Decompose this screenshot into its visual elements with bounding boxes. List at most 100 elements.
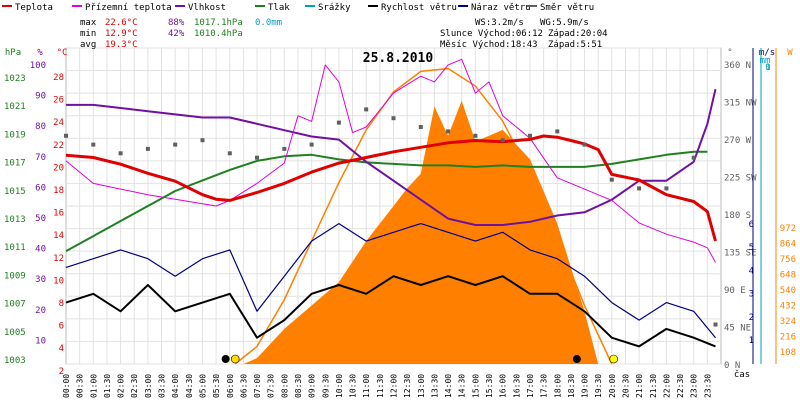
direction-point xyxy=(500,138,505,143)
legend-item: Tlak xyxy=(268,3,290,13)
astro-markers xyxy=(221,354,619,364)
solar-tick: 432 xyxy=(780,302,796,312)
axes: hPa% °C ° m/smmWčas102310211019101710151013… xyxy=(4,48,796,380)
x-tick-label: 14:00 xyxy=(444,374,453,398)
x-tick-label: 17:30 xyxy=(540,374,549,398)
moonrise-marker xyxy=(572,355,581,363)
direction-point xyxy=(282,146,287,151)
x-tick-label: 01:00 xyxy=(89,374,98,398)
wind-tick: 1 xyxy=(749,336,754,346)
direction-point xyxy=(609,177,614,182)
series-wind-gust-line xyxy=(65,223,716,339)
legend-item: Rychlost větru xyxy=(381,3,457,13)
solar-tick: 972 xyxy=(780,224,796,234)
legend-item: Přízemní teplota xyxy=(85,3,172,13)
legend-item: Teplota xyxy=(15,3,53,13)
pressure-tick: 1007 xyxy=(4,300,26,310)
solar-tick: 108 xyxy=(780,348,796,358)
temperature-tick: 12 xyxy=(53,254,64,264)
x-tick-label: 12:00 xyxy=(390,374,399,398)
direction-point xyxy=(173,142,178,147)
x-tick-label: 16:30 xyxy=(512,374,521,398)
wind-tick: 3 xyxy=(749,290,754,300)
humidity-tick: 50 xyxy=(35,214,46,224)
direction-point xyxy=(446,129,451,134)
x-tick-label: 08:30 xyxy=(294,374,303,398)
x-tick-label: 23:30 xyxy=(703,374,712,398)
direction-tick: 0 N xyxy=(724,361,740,371)
temperature-tick: 8 xyxy=(59,299,64,309)
humidity-tick: 80 xyxy=(35,122,46,132)
direction-point xyxy=(582,142,587,147)
wind-tick: 6 xyxy=(749,220,754,230)
pressure-tick: 1023 xyxy=(4,74,26,84)
x-tick-label: 14:30 xyxy=(458,374,467,398)
x-tick-label: 02:30 xyxy=(130,374,139,398)
x-tick-label: 00:30 xyxy=(76,374,85,398)
x-tick-label: 15:30 xyxy=(485,374,494,398)
x-tick-label: 13:00 xyxy=(417,374,426,398)
direction-point xyxy=(555,129,560,134)
temperature-tick: 18 xyxy=(53,186,64,196)
solar-tick: 648 xyxy=(780,271,796,281)
x-tick-label: 21:00 xyxy=(635,374,644,398)
solar-axis-unit: W xyxy=(787,48,793,58)
direction-point xyxy=(637,186,642,191)
pressure-tick: 1019 xyxy=(4,130,26,140)
x-tick-label: 19:00 xyxy=(581,374,590,398)
direction-tick: 45 NE xyxy=(724,324,751,334)
series-wind-speed-line xyxy=(65,275,716,348)
x-tick-label: 10:00 xyxy=(335,374,344,398)
x-tick-label: 09:00 xyxy=(308,374,317,398)
x-tick-label: 09:30 xyxy=(321,374,330,398)
x-tick-label: 13:30 xyxy=(430,374,439,398)
temperature-axis-unit: °C xyxy=(57,48,68,58)
x-tick-label: 11:00 xyxy=(362,374,371,398)
series-pressure-line xyxy=(65,150,708,252)
solar-tick: 756 xyxy=(780,255,796,265)
x-tick-label: 17:00 xyxy=(526,374,535,398)
x-tick-label: 06:00 xyxy=(226,374,235,398)
legend-item: Náraz větru xyxy=(471,3,531,13)
direction-point xyxy=(200,138,205,143)
x-tick-label: 16:00 xyxy=(499,374,508,398)
x-tick-label: 10:30 xyxy=(349,374,358,398)
humidity-tick: 30 xyxy=(35,275,46,285)
stat-moon-set: Západ:5:51 xyxy=(548,40,602,50)
wind-axis-unit: m/s xyxy=(759,48,775,58)
x-tick-label: 08:00 xyxy=(280,374,289,398)
direction-point xyxy=(664,186,669,191)
x-tick-label: 04:00 xyxy=(171,374,180,398)
humidity-tick: 20 xyxy=(35,306,46,316)
pressure-tick: 1009 xyxy=(4,271,26,281)
direction-point xyxy=(309,142,314,147)
humidity-tick: 10 xyxy=(35,336,46,346)
direction-point xyxy=(145,146,150,151)
x-tick-label: 03:00 xyxy=(144,374,153,398)
chart-title: 25.8.2010 xyxy=(363,51,434,66)
direction-point xyxy=(118,151,123,156)
temperature-tick: 6 xyxy=(59,322,64,332)
stat-wg: WG:5.9m/s xyxy=(540,18,589,28)
x-tick-label: 20:00 xyxy=(608,374,617,398)
wind-tick: 4 xyxy=(749,266,754,276)
x-tick-label: 00:00 xyxy=(62,374,71,398)
legend-item: Směr větru xyxy=(540,3,594,13)
x-tick-label: 15:00 xyxy=(471,374,480,398)
direction-point xyxy=(691,155,696,160)
x-tick-label: 03:30 xyxy=(158,374,167,398)
direction-point xyxy=(364,107,369,112)
temperature-tick: 16 xyxy=(53,209,64,219)
humidity-tick: 70 xyxy=(35,153,46,163)
temperature-tick: 22 xyxy=(53,141,64,151)
x-tick-label: 06:30 xyxy=(239,374,248,398)
pressure-tick: 1005 xyxy=(4,328,26,338)
stat-max-label: max xyxy=(80,18,97,28)
stat-sun-rise: Slunce Východ:06:12 xyxy=(440,29,543,39)
x-tick-label: 21:30 xyxy=(649,374,658,398)
x-tick-label: 12:30 xyxy=(403,374,412,398)
x-tick-label: 05:00 xyxy=(198,374,207,398)
stat-hum-min: 42% xyxy=(168,29,185,39)
temperature-tick: 2 xyxy=(59,367,64,377)
